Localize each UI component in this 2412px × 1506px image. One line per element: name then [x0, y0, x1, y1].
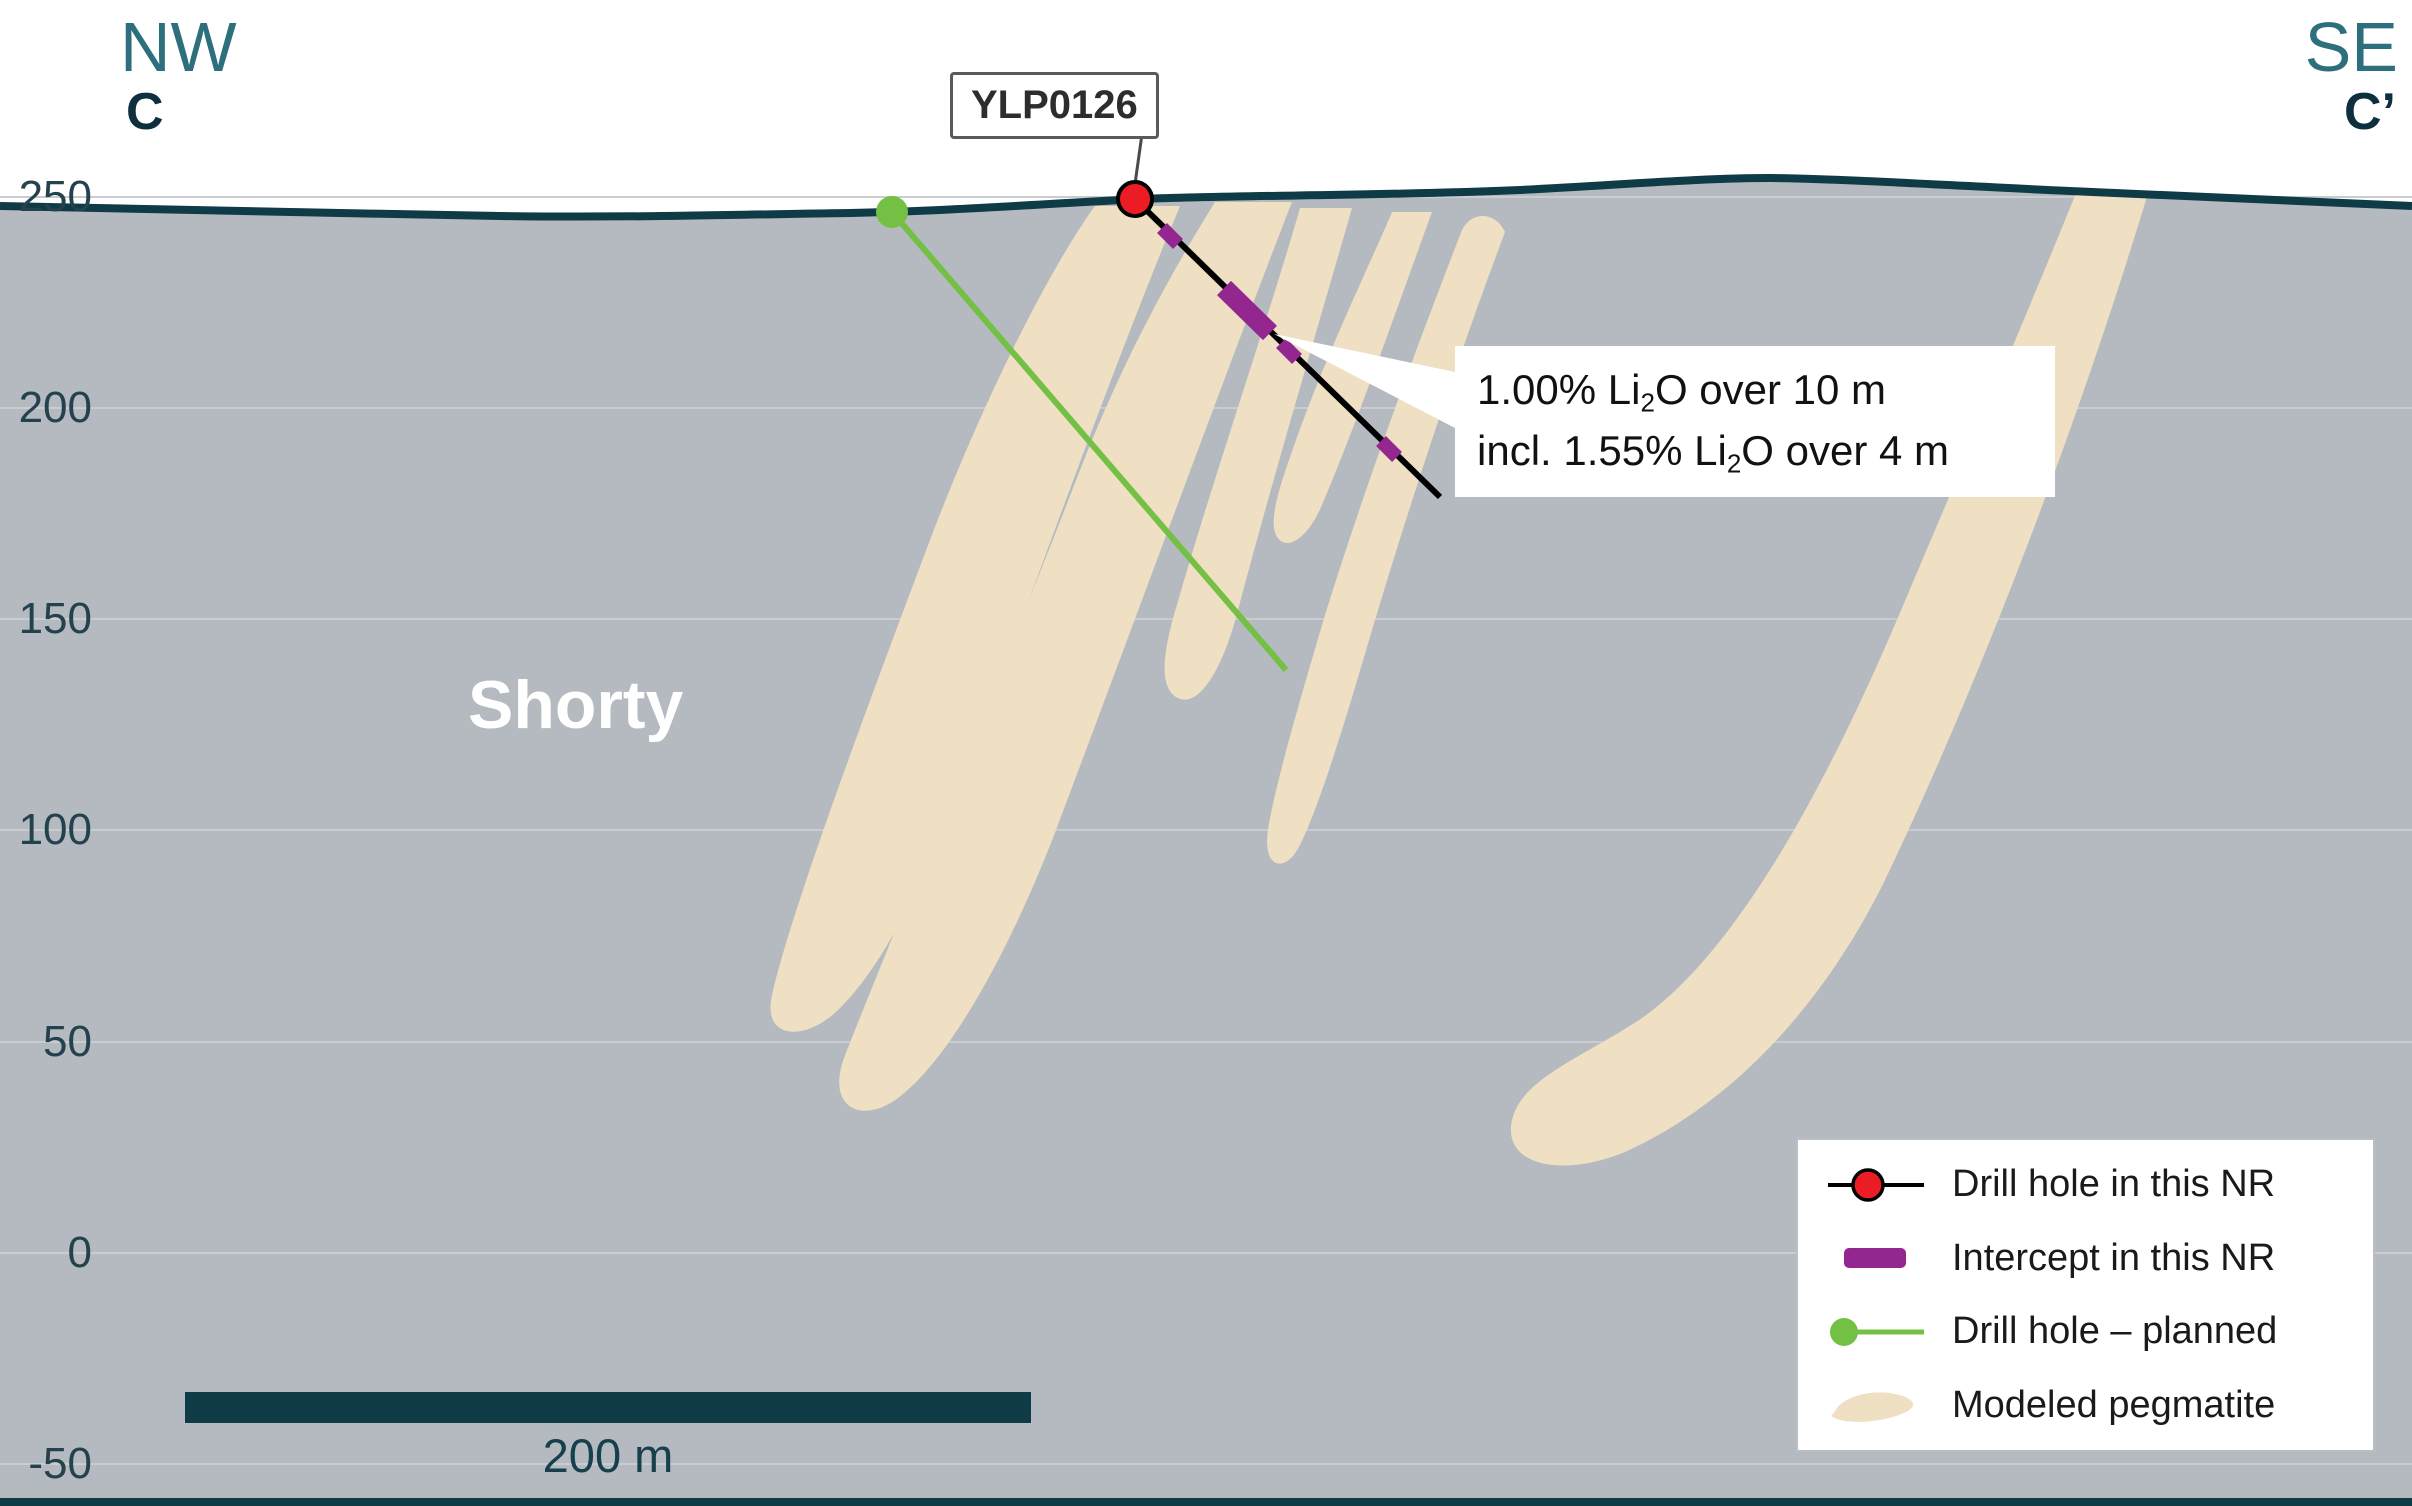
- legend-item-intercept: Intercept in this NR: [1798, 1235, 2373, 1281]
- legend-item-drill-hole-nr: Drill hole in this NR: [1798, 1162, 2373, 1208]
- hole-tag-pointer-line: [1133, 133, 1144, 185]
- planned-drill-hole-icon: [1830, 1317, 1924, 1346]
- planned-drill-hole-trace: [889, 210, 1289, 672]
- axis-tick-250: 250: [18, 172, 92, 221]
- legend-item-modeled-pegmatite: Modeled pegmatite: [1798, 1382, 2373, 1428]
- intercept-marker-main: [1217, 280, 1277, 341]
- intercept-marker-3: [1376, 436, 1402, 462]
- assay-callout-line1: 1.00% Li2O over 10 m: [1477, 366, 1887, 418]
- terrain-surface-line: [0, 173, 2412, 221]
- axis-tick-0: 0: [67, 1228, 92, 1277]
- pegmatite-body-4: [1273, 212, 1432, 544]
- section-label-c-prime: C’: [2344, 83, 2396, 141]
- scale-bar: [185, 1392, 1031, 1423]
- bottom-frame-line: [0, 1498, 2412, 1506]
- axis-tick-50: 50: [43, 1017, 92, 1066]
- assay-callout-line2: incl. 1.55% Li2O over 4 m: [1477, 427, 1950, 479]
- intercept-marker-1: [1157, 223, 1183, 249]
- legend-item-planned-drill-hole: Drill hole – planned: [1798, 1309, 2373, 1355]
- intercept-icon: [1844, 1248, 1906, 1269]
- drill-hole-nr-icon: [1828, 1168, 1924, 1202]
- direction-label-se: SE: [2304, 8, 2398, 86]
- pegmatite-body-2: [839, 202, 1292, 1111]
- planned-collar-dot: [876, 196, 908, 228]
- axis-tick-100: 100: [18, 805, 92, 854]
- direction-label-nw: NW: [120, 8, 237, 86]
- drillhole-id-tag: YLP0126: [950, 72, 1159, 139]
- axis-tick-150: 150: [18, 594, 92, 643]
- pegmatite-body-3: [1164, 208, 1352, 700]
- legend-label: Drill hole in this NR: [1952, 1163, 2276, 1206]
- modeled-pegmatite-icon: [1831, 1392, 1914, 1423]
- legend-label: Drill hole – planned: [1952, 1310, 2278, 1353]
- zone-label: Shorty: [468, 667, 684, 743]
- axis-tick-200: 200: [18, 383, 92, 432]
- legend: Drill hole in this NR Intercept in this …: [1796, 1138, 2375, 1452]
- intercept-marker-2: [1276, 338, 1302, 364]
- drill-collar-dot: [1116, 180, 1154, 218]
- callout-wedge: [1274, 334, 1455, 428]
- legend-label: Intercept in this NR: [1952, 1236, 2276, 1279]
- scale-bar-label: 200 m: [542, 1429, 674, 1482]
- legend-label: Modeled pegmatite: [1952, 1383, 2276, 1426]
- axis-tick-neg50: -50: [28, 1439, 92, 1488]
- pegmatite-body-1: [770, 206, 1180, 1032]
- section-label-c: C: [126, 83, 164, 141]
- assay-callout: 1.00% Li2O over 10 m incl. 1.55% Li2O ov…: [1455, 346, 2055, 497]
